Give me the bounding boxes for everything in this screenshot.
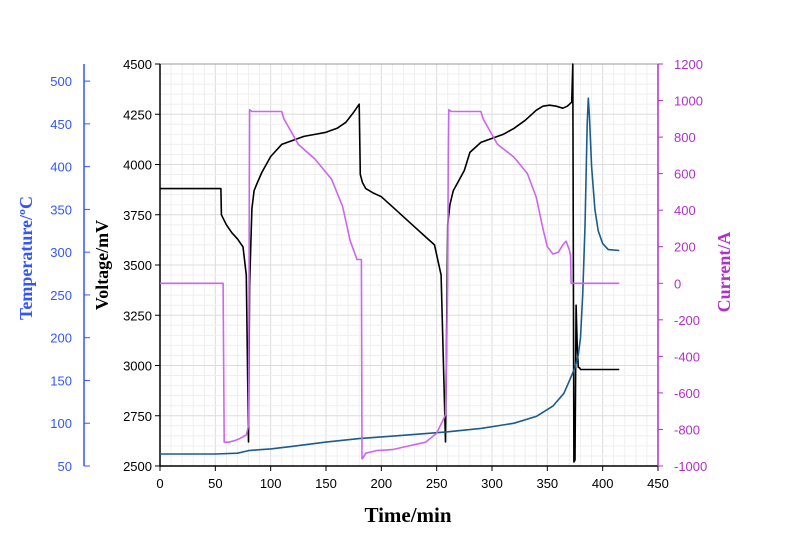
tick-layer: 0 50 100 150 200 250 300 350 400 4502500275030003…: [50, 57, 707, 491]
voltage-tick-label: 3250: [123, 308, 152, 323]
current-tick-label: 400: [674, 203, 696, 218]
current-tick-label: 800: [674, 130, 696, 145]
current-axis-title: Current/A: [714, 232, 734, 313]
current-tick-label: -600: [674, 386, 700, 401]
voltage-axis-title: Voltage/mV: [92, 220, 112, 310]
x-tick-label: 100: [260, 476, 282, 491]
voltage-tick-label: 3000: [123, 359, 152, 374]
voltage-tick-label: 3750: [123, 208, 152, 223]
x-tick-label: 350: [536, 476, 558, 491]
temperature-axis-title: Temperature/ºC: [16, 196, 36, 320]
voltage-series-line: [160, 63, 620, 463]
temperature-tick-label: 200: [50, 331, 72, 346]
current-tick-label: 600: [674, 167, 696, 182]
x-tick-label: 300: [481, 476, 503, 491]
x-tick-label: 150: [315, 476, 337, 491]
temperature-tick-label: 150: [50, 373, 72, 388]
voltage-tick-label: 2500: [123, 459, 152, 474]
grid-lines: [159, 63, 659, 467]
x-tick-label: 250: [426, 476, 448, 491]
voltage-tick-label: 4000: [123, 158, 152, 173]
current-tick-label: 200: [674, 240, 696, 255]
temperature-tick-label: 50: [58, 459, 72, 474]
series-layer: [160, 63, 620, 463]
x-tick-label: 0: [156, 476, 163, 491]
current-tick-label: -800: [674, 422, 700, 437]
current-tick-label: 0: [674, 276, 681, 291]
temperature-series-line: [160, 97, 620, 455]
temperature-tick-label: 300: [50, 245, 72, 260]
temperature-tick-label: 450: [50, 117, 72, 132]
voltage-tick-label: 4500: [123, 57, 152, 72]
current-tick-label: -200: [674, 313, 700, 328]
temperature-tick-label: 400: [50, 160, 72, 175]
voltage-tick-label: 2750: [123, 409, 152, 424]
x-tick-label: 50: [208, 476, 222, 491]
temperature-tick-label: 100: [50, 416, 72, 431]
temperature-tick-label: 500: [50, 74, 72, 89]
x-tick-label: 450: [647, 476, 669, 491]
current-tick-label: -1000: [674, 459, 707, 474]
current-tick-label: -400: [674, 349, 700, 364]
current-tick-label: 1000: [674, 94, 703, 109]
current-tick-label: 1200: [674, 57, 703, 72]
x-axis-title: Time/min: [364, 503, 451, 527]
temperature-tick-label: 250: [50, 288, 72, 303]
temperature-tick-label: 350: [50, 202, 72, 217]
voltage-tick-label: 3500: [123, 258, 152, 273]
x-tick-label: 400: [592, 476, 614, 491]
current-series-line: [160, 108, 620, 460]
voltage-tick-label: 4250: [123, 107, 152, 122]
x-tick-label: 200: [370, 476, 392, 491]
